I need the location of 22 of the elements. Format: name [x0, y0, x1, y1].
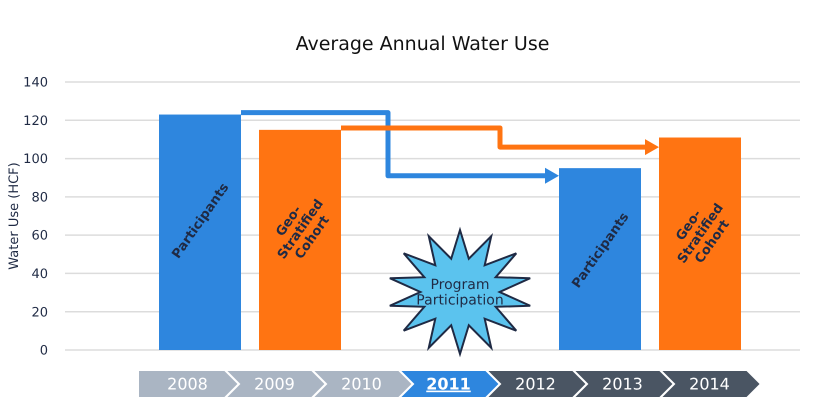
bar [259, 130, 341, 350]
bar [659, 138, 741, 350]
text: 2009 [254, 374, 295, 394]
chart-title: Average Annual Water Use [296, 33, 550, 55]
y-tick-label: 0 [40, 344, 48, 359]
text: 2014 [689, 374, 730, 394]
text: 2008 [167, 374, 208, 394]
text: 2012 [515, 374, 556, 394]
text: 2013 [602, 374, 643, 394]
text: 2010 [341, 374, 382, 394]
y-tick-label: 20 [31, 305, 48, 320]
bar [559, 168, 641, 350]
bar [159, 114, 241, 350]
y-tick-label: 100 [23, 152, 48, 168]
y-tick-label: 140 [23, 76, 48, 91]
y-tick-label: 60 [31, 228, 48, 244]
annotation: Program Participation [416, 277, 504, 309]
y-tick-label: 40 [31, 266, 48, 282]
text: 2011 [426, 374, 471, 394]
y-tick-label: 80 [31, 190, 48, 206]
y-tick-label: 120 [23, 114, 48, 129]
y-axis-title: Water Use (HCF) [7, 162, 22, 270]
